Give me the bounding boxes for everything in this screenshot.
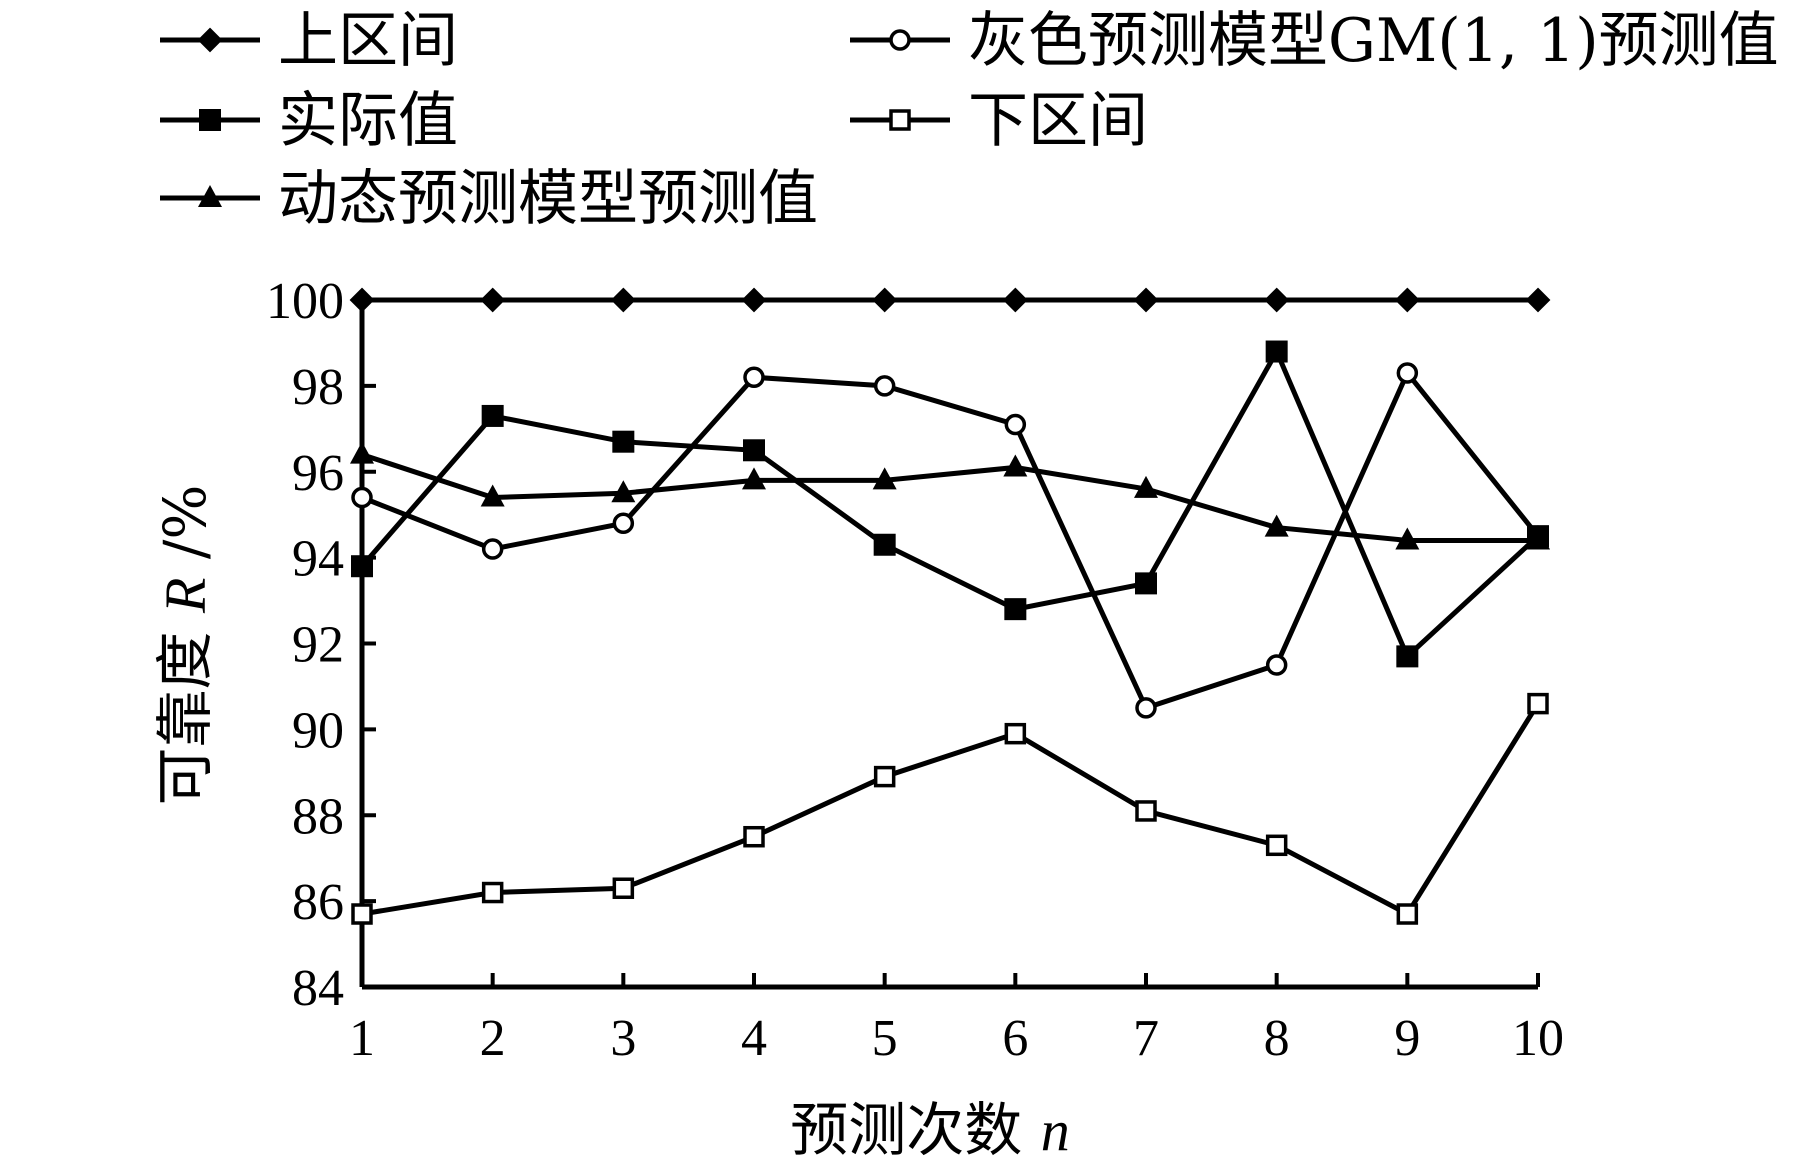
data-point [1002, 287, 1028, 313]
data-point [1134, 475, 1158, 498]
legend-label: 下区间 [968, 86, 1148, 156]
data-point [1265, 340, 1288, 363]
y-tick-label: 92 [292, 617, 344, 674]
y-tick-label: 90 [292, 702, 344, 759]
data-point [1004, 598, 1027, 621]
data-point [1264, 514, 1289, 537]
legend-marker [197, 27, 223, 53]
data-point [1004, 722, 1027, 745]
series-0 [349, 287, 1551, 313]
data-point [481, 404, 504, 427]
legend-item: 动态预测模型预测值 [160, 164, 818, 234]
data-point [351, 486, 373, 509]
x-tick-label: 10 [1512, 1010, 1564, 1067]
y-tick-label: 94 [292, 531, 344, 588]
data-point [873, 533, 896, 556]
y-axis-title: 可靠度 R /% [151, 485, 219, 806]
x-tick-label: 3 [610, 1010, 636, 1067]
data-point [480, 484, 505, 507]
data-point [1133, 287, 1159, 313]
data-point [873, 765, 896, 788]
data-point [1004, 413, 1027, 436]
legend-label: 动态预测模型预测值 [278, 164, 818, 234]
x-tick-label: 4 [741, 1010, 767, 1067]
series-line-4 [361, 452, 1538, 543]
y-tick-label: 96 [292, 445, 344, 502]
data-point [1394, 287, 1420, 313]
data-point [349, 287, 375, 313]
legend-marker [889, 29, 911, 51]
data-point [1396, 362, 1419, 384]
data-point [350, 441, 374, 464]
legend-item: 灰色预测模型GM(1, 1)预测值 [850, 6, 1779, 76]
data-point [743, 439, 765, 462]
legend-item: 实际值 [160, 86, 458, 156]
series-line-1 [361, 368, 1540, 711]
x-tick-label: 1 [349, 1010, 375, 1067]
axes: 84 86 88 90 92 94 96 98 100 1 2 3 4 5 6 7 8 9 10 [266, 273, 1564, 1067]
data-point [1265, 834, 1288, 857]
data-point [872, 467, 897, 490]
y-tick-label: 88 [292, 788, 344, 845]
data-point [1527, 692, 1549, 715]
series-3 [351, 692, 1549, 925]
legend-marker [198, 185, 222, 207]
x-axis-title: 预测次数 n [790, 1096, 1069, 1164]
data-point [1135, 800, 1157, 822]
legend-item: 下区间 [850, 86, 1148, 156]
data-point [481, 881, 504, 904]
data-point [351, 903, 373, 925]
series-4 [350, 441, 1550, 550]
data-point [610, 287, 636, 313]
data-point [612, 430, 635, 453]
data-point [743, 825, 765, 848]
data-point [480, 287, 506, 313]
y-tick-label: 86 [292, 874, 344, 931]
data-point [1396, 645, 1419, 668]
data-point [742, 467, 766, 490]
x-tick-label: 2 [480, 1010, 506, 1067]
data-point [351, 555, 373, 578]
data-point [1395, 527, 1420, 550]
data-point [1396, 903, 1419, 925]
legend-label: 上区间 [278, 6, 458, 76]
data-point [1264, 287, 1290, 313]
data-point [1003, 454, 1028, 477]
y-tick-label: 100 [266, 273, 344, 330]
legend-marker [199, 109, 221, 131]
legend-label: 灰色预测模型GM(1, 1)预测值 [968, 6, 1779, 76]
data-point [1265, 654, 1288, 676]
series-line-3 [361, 702, 1541, 918]
series-2 [351, 340, 1549, 668]
y-tick-label: 98 [292, 359, 344, 416]
data-point [1526, 527, 1550, 550]
x-tick-label: 6 [1002, 1010, 1028, 1067]
x-tick-label: 8 [1264, 1010, 1290, 1067]
legend-item: 上区间 [160, 6, 458, 76]
data-point [1135, 697, 1157, 719]
x-tick-label: 9 [1394, 1010, 1420, 1067]
data-point [741, 287, 767, 313]
data-point [873, 375, 896, 397]
legend-label: 实际值 [278, 86, 458, 156]
legend-marker [889, 109, 911, 131]
data-point [743, 366, 765, 389]
series-line-2 [360, 345, 1540, 661]
data-point [481, 538, 504, 560]
data-point [1525, 287, 1551, 313]
data-point [1135, 572, 1157, 595]
data-point [612, 877, 635, 899]
data-point [612, 512, 635, 535]
series-layer [349, 287, 1551, 925]
series-1 [351, 362, 1549, 719]
data-point [611, 480, 636, 503]
y-tick-label: 84 [292, 960, 344, 1017]
data-point [872, 287, 898, 313]
x-tick-label: 5 [872, 1010, 898, 1067]
x-tick-label: 7 [1133, 1010, 1159, 1067]
